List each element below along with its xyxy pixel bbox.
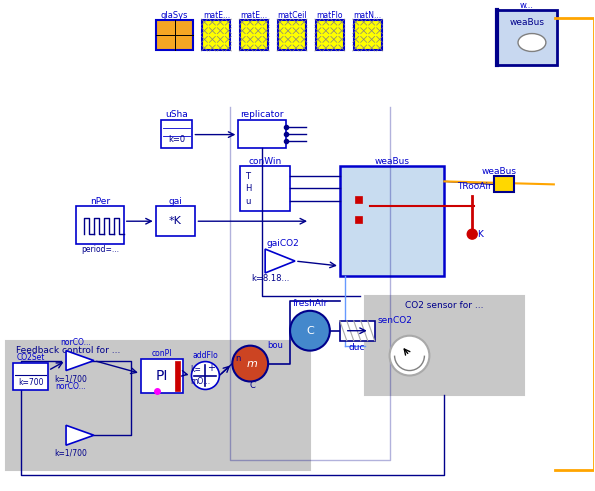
Bar	[340, 321, 375, 341]
Text: u: u	[245, 197, 250, 206]
Text: nPer: nPer	[90, 197, 110, 206]
Text: matE...: matE...	[203, 11, 230, 20]
Text: period=...: period=...	[81, 245, 119, 253]
Bar	[76, 206, 124, 244]
Text: gaiCO2: gaiCO2	[267, 239, 299, 247]
Bar	[355, 216, 362, 223]
Text: freshAir: freshAir	[292, 300, 328, 308]
Text: CO2 sensor for ...: CO2 sensor for ...	[405, 301, 484, 310]
Bar	[354, 20, 381, 50]
Text: matE...: matE...	[240, 11, 268, 20]
Text: PI: PI	[155, 369, 168, 383]
Bar	[497, 10, 557, 65]
Bar	[238, 120, 286, 147]
Bar	[494, 176, 514, 192]
Bar	[140, 358, 183, 393]
Bar	[174, 360, 180, 391]
Circle shape	[192, 361, 220, 389]
Bar	[316, 20, 344, 50]
Text: weaBus: weaBus	[481, 167, 516, 176]
Text: T: T	[245, 172, 250, 181]
Bar	[13, 362, 48, 390]
Polygon shape	[66, 425, 94, 445]
Bar	[156, 206, 195, 236]
Text: weaBus: weaBus	[509, 18, 544, 27]
Text: CO2Set: CO2Set	[17, 353, 45, 362]
Text: k=: k=	[190, 365, 201, 374]
Text: weaBus: weaBus	[375, 157, 409, 166]
Text: w...: w...	[520, 0, 534, 10]
Text: bou: bou	[267, 341, 283, 350]
Bar	[202, 20, 230, 50]
Text: mO...: mO...	[190, 377, 211, 386]
Text: gai: gai	[168, 197, 183, 206]
Ellipse shape	[518, 33, 546, 52]
Text: matN...: matN...	[353, 11, 382, 20]
Bar	[278, 20, 306, 50]
Text: C: C	[249, 381, 255, 390]
Text: senCO2: senCO2	[377, 316, 412, 325]
Text: duc: duc	[349, 343, 365, 352]
Bar	[7, 341, 310, 470]
Text: conWin: conWin	[249, 157, 282, 166]
Bar	[365, 296, 524, 395]
Text: m: m	[247, 358, 258, 369]
Text: k=8.18...: k=8.18...	[251, 274, 289, 283]
Text: uSha: uSha	[165, 110, 188, 119]
Bar	[340, 166, 444, 276]
Text: k=700: k=700	[18, 378, 43, 387]
Text: norCO...: norCO...	[56, 382, 86, 391]
Text: *K: *K	[169, 216, 182, 226]
Text: C: C	[306, 326, 314, 336]
Text: conPI: conPI	[151, 349, 172, 358]
Text: norCO...: norCO...	[61, 338, 92, 347]
Polygon shape	[66, 351, 94, 371]
Text: TRooAir: TRooAir	[457, 182, 491, 191]
Text: Feedback control for ...: Feedback control for ...	[16, 346, 121, 355]
Text: n: n	[236, 354, 241, 363]
Bar	[240, 166, 290, 211]
Text: H: H	[245, 184, 252, 193]
Text: matFlo: matFlo	[317, 11, 343, 20]
Polygon shape	[265, 249, 295, 273]
Text: +: +	[208, 362, 215, 373]
Bar	[161, 120, 192, 147]
Circle shape	[232, 346, 268, 382]
Text: k=1/700: k=1/700	[55, 374, 87, 383]
Circle shape	[390, 336, 430, 376]
Text: k=0: k=0	[168, 135, 185, 144]
Text: replicator: replicator	[240, 110, 284, 119]
Bar	[156, 20, 193, 50]
Text: glaSys: glaSys	[161, 11, 188, 20]
Text: k=1/700: k=1/700	[55, 449, 87, 458]
Circle shape	[467, 229, 477, 239]
Text: K: K	[477, 230, 483, 239]
Bar	[240, 20, 268, 50]
Text: matCeil: matCeil	[277, 11, 307, 20]
Text: addFlo: addFlo	[193, 351, 218, 360]
Circle shape	[290, 311, 330, 351]
Bar	[355, 196, 362, 203]
